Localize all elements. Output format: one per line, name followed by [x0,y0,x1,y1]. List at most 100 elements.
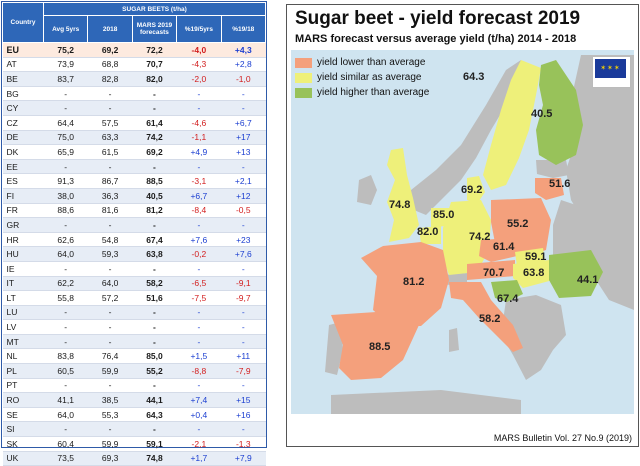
cell-pct-19-18: - [221,159,266,175]
cell-avg-5yrs: 65,9 [43,144,88,160]
cell-pct-19-5yrs: +1,7 [176,451,222,466]
cell-avg-5yrs: 91,3 [43,173,88,189]
cell-country: PL [2,363,44,379]
region-fi [536,60,583,165]
cell-country: HR [2,232,44,248]
region-hu [513,260,553,288]
cell-pct-19-18: +4,3 [221,42,266,58]
cell-pct-19-18: +13 [221,144,266,160]
cell-avg-5yrs: - [43,334,88,350]
map-subtitle: MARS forecast versus average yield (t/ha… [295,33,577,45]
cell-2018: 76,4 [87,348,133,365]
cell-forecast-2019: 82,0 [132,71,177,87]
cell-2018: - [87,305,133,321]
cell-2018: - [87,319,133,335]
cell-country: SE [2,407,44,423]
table-row: UK 73,5 69,3 74,8 +1,7 +7,9 [2,451,266,466]
table-row: FI 38,0 36,3 40,5 +6,7 +12 [2,188,266,204]
table-row: LU - - - - - [2,305,266,321]
cell-country: IT [2,276,44,292]
cell-avg-5yrs: 75,2 [43,42,88,58]
legend-item-higher: yield higher than average [295,85,445,100]
cell-country: BE [2,71,44,87]
cell-country: ES [2,173,44,189]
cell-2018: 82,8 [87,71,133,87]
cell-avg-5yrs: 64,0 [43,407,88,423]
cell-avg-5yrs: - [43,421,88,438]
eu-flag-icon: ✶✶✶ [595,59,626,78]
country-header: Country [2,2,44,43]
cell-2018: - [87,159,133,175]
map-value-cz: 61.4 [493,241,515,253]
table-row: FR 88,6 81,6 81,2 -8,4 -0,5 [2,203,266,219]
map-value-sk: 59.1 [525,251,546,263]
cell-forecast-2019: 55,2 [132,363,177,379]
cell-forecast-2019: - [132,334,177,350]
cell-country: UK [2,451,44,466]
cell-avg-5yrs: 83,8 [43,348,88,365]
cell-avg-5yrs: 64,0 [43,246,88,262]
table-row: SE 64,0 55,3 64,3 +0,4 +16 [2,407,266,423]
cell-country: CY [2,100,44,116]
table-row: RO 41,1 38,5 44,1 +7,4 +15 [2,392,266,408]
cell-avg-5yrs: - [43,378,88,394]
cell-forecast-2019: 81,2 [132,203,177,219]
cell-pct-19-18: -9,7 [221,290,266,306]
cell-pct-19-18: +7,9 [221,451,266,466]
cell-forecast-2019: 72,2 [132,42,177,58]
cell-forecast-2019: 40,5 [132,188,177,204]
cell-forecast-2019: 70,7 [132,57,177,73]
cell-pct-19-18: +7,6 [221,246,266,262]
cell-pct-19-18: - [221,378,266,394]
cell-forecast-2019: 63,8 [132,246,177,262]
cell-pct-19-18: -7,9 [221,363,266,379]
cell-pct-19-18: +17 [221,130,266,146]
cell-country: DE [2,130,44,146]
cell-country: IE [2,261,44,277]
map-value-se: 64.3 [463,71,484,83]
map-value-nl: 85.0 [433,209,454,221]
cell-pct-19-5yrs: -2,1 [176,436,222,452]
sugar-beet-yield-table: Country SUGAR BEETS (t/ha) Avg 5yrs 2018… [2,2,267,466]
cell-pct-19-5yrs: -8,8 [176,363,222,379]
cell-avg-5yrs: 60,4 [43,436,88,452]
cell-country: SK [2,436,44,452]
cell-avg-5yrs: 62,6 [43,232,88,248]
cell-country: RO [2,392,44,408]
cell-forecast-2019: - [132,100,177,116]
map-value-pl: 55.2 [507,218,528,230]
cell-forecast-2019: 51,6 [132,290,177,306]
table-row: EU 75,2 69,2 72,2 -4,0 +4,3 [2,42,266,58]
cell-country: GR [2,217,44,233]
cell-pct-19-18: +12 [221,188,266,204]
cell-avg-5yrs: 55,8 [43,290,88,306]
cell-2018: 69,2 [87,42,133,58]
cell-pct-19-5yrs: +0,4 [176,407,222,423]
cell-2018: 57,2 [87,290,133,306]
cell-avg-5yrs: 73,9 [43,57,88,73]
cell-pct-19-5yrs: - [176,319,222,335]
region-lt [535,178,564,200]
legend-swatch-higher [295,87,312,98]
table-row: LT 55,8 57,2 51,6 -7,5 -9,7 [2,290,266,306]
cell-pct-19-5yrs: -6,5 [176,276,222,292]
cell-2018: 38,5 [87,392,133,408]
map-value-de: 74.2 [469,231,490,243]
cell-avg-5yrs: - [43,305,88,321]
map-value-lt: 51.6 [549,178,570,190]
north-africa-landmass [331,390,521,414]
cell-2018: - [87,100,133,116]
map-value-hr: 67.4 [497,293,519,305]
table-row: GR - - - - - [2,217,266,233]
cell-pct-19-18: - [221,261,266,277]
legend-label-lower: yield lower than average [317,57,426,68]
table-row: IT 62,2 64,0 58,2 -6,5 -9,1 [2,276,266,292]
sardinia-landmass [449,328,459,352]
cell-pct-19-18: - [221,100,266,116]
region-at [467,260,515,280]
cell-2018: - [87,261,133,277]
cell-pct-19-5yrs: -7,5 [176,290,222,306]
table-row: HR 62,6 54,8 67,4 +7,6 +23 [2,232,266,248]
map-panel: 64.3 40.5 69.2 51.6 74.8 85.0 82.0 74.2 55.2 61.4… [286,4,639,447]
map-value-labels: 64.3 40.5 69.2 51.6 74.8 85.0 82.0 74.2 55.2 61.4… [369,71,598,353]
